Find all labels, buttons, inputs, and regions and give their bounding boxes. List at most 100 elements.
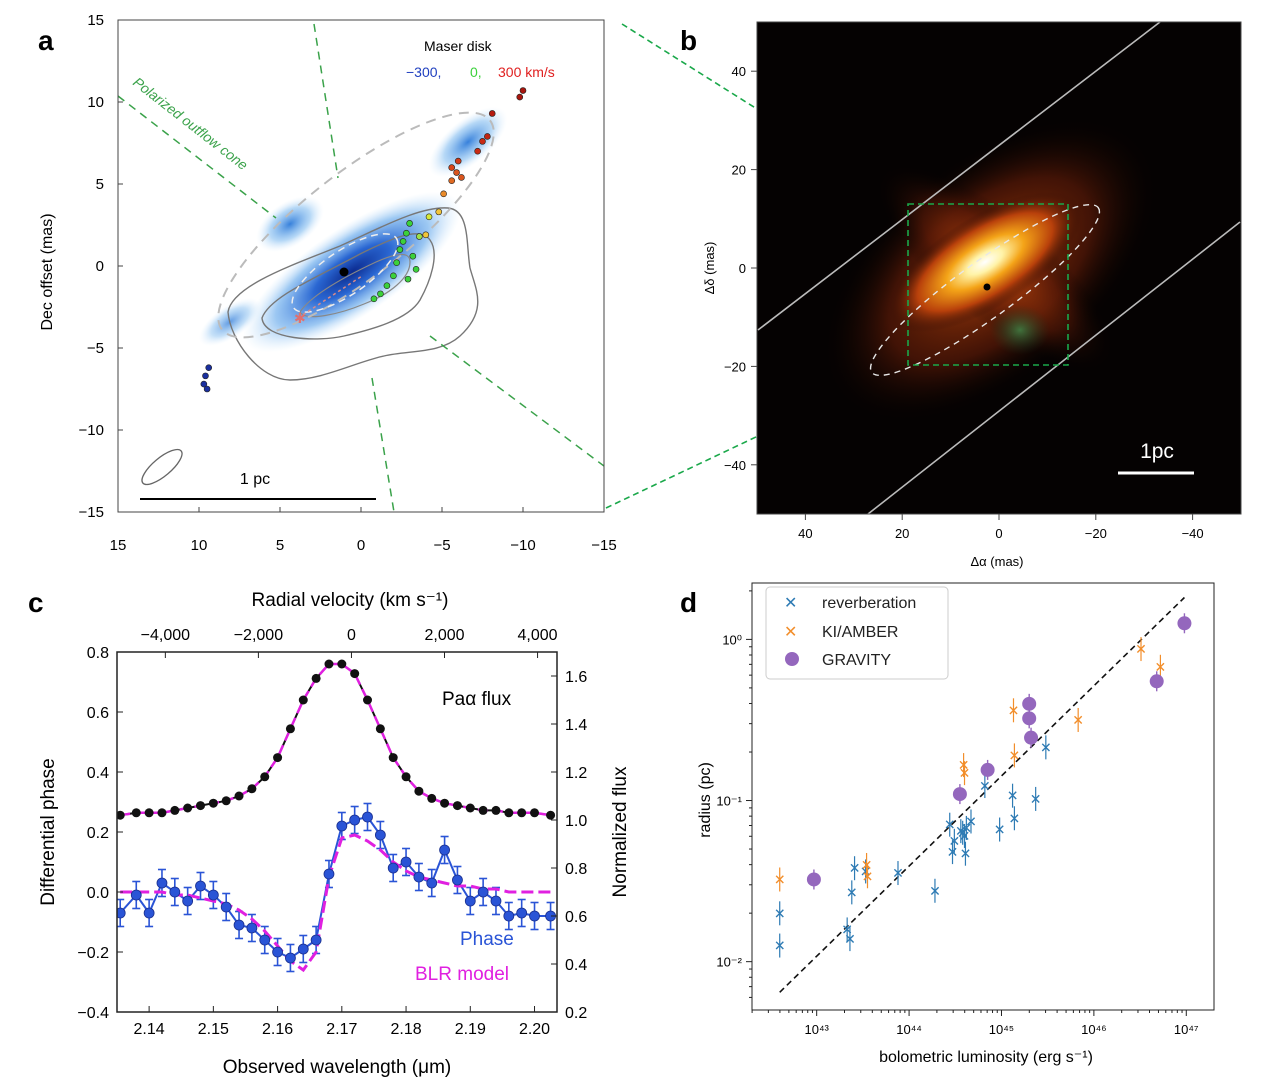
maser-emission-knot-ne <box>256 195 324 253</box>
maser-spots <box>200 87 527 393</box>
kiamber-point: ✕ <box>861 857 873 873</box>
flux-point <box>350 669 360 679</box>
maser-spot <box>416 233 423 240</box>
reverberation-point: ✕ <box>774 905 786 921</box>
gravity-point <box>1022 696 1037 711</box>
maser-spot <box>453 169 460 176</box>
y-tick-label-d: 10⁰ <box>722 632 742 647</box>
flux-point <box>144 808 154 818</box>
phase-point <box>285 952 296 964</box>
reverberation-point: ✕ <box>841 921 853 937</box>
kiamber-point: ✕ <box>1008 702 1020 718</box>
y-tick-label-left-c: −0.4 <box>77 1005 109 1022</box>
plot-d-series: ✕✕✕✕✕✕ ✕ ✕✕✕✕✕✕✕✕✕✕✕✕✕✕✕✕✕✕✕✕✕✕✕✕✕✕✕ <box>774 596 1192 993</box>
phase-point <box>182 895 194 907</box>
gravity-point <box>952 787 967 802</box>
maser-spot <box>458 174 465 181</box>
x-tick-label-d: 10⁴⁴ <box>896 1022 922 1037</box>
panel-label-c: c <box>28 587 44 618</box>
outflow-line-2 <box>867 221 1241 514</box>
flux-point <box>117 810 125 820</box>
flux-point <box>183 803 193 813</box>
y-tick-label-right-c: 0.8 <box>565 861 587 878</box>
legend-title-a: Maser disk <box>424 38 493 54</box>
xlabel-d: bolometric luminosity (erg s⁻¹) <box>879 1049 1093 1066</box>
emission-green <box>990 305 1050 355</box>
phase-point <box>117 907 126 919</box>
flux-point <box>517 808 527 818</box>
reverberation-point: ✕ <box>1009 810 1021 826</box>
x-tick-label-b: −20 <box>1085 526 1107 541</box>
reverberation-point: ✕ <box>965 813 977 829</box>
panel-a: ✱ 15 10 5 0 −5 −10 −15 15 10 5 0 −5 −10 −15 Dec offse… <box>39 12 617 554</box>
x-tick-label-c: 2.14 <box>134 1021 165 1038</box>
y-tick-label-left-c: −0.2 <box>77 945 109 962</box>
reverberation-point: ✕ <box>955 823 967 839</box>
inset-box <box>907 203 1069 366</box>
cone-line-1 <box>118 95 277 219</box>
top-tick-label-c: −2,000 <box>234 627 283 644</box>
legend-item-reverberation: reverberation <box>822 595 916 612</box>
flux-point <box>273 753 283 763</box>
y-tick-label-d: 10⁻² <box>716 955 742 970</box>
flux-point <box>478 805 488 815</box>
y-tick-label-b: −20 <box>724 359 746 374</box>
reverberation-point: ✕ <box>929 883 941 899</box>
label-model-c: BLR model <box>415 964 509 985</box>
axes-a: 15 10 5 0 −5 −10 −15 15 10 5 0 −5 −10 −15 <box>79 12 617 554</box>
ylabel-right-c: Normalized flux <box>610 766 631 897</box>
phase-point <box>336 820 348 832</box>
maser-spot <box>383 282 391 289</box>
y-tick-label-right-c: 0.4 <box>565 957 587 974</box>
reverberation-point: ✕ <box>994 822 1006 838</box>
reverberation-point: ✕ <box>959 828 971 844</box>
maser-spot <box>519 87 527 94</box>
phase-point <box>195 880 206 892</box>
maser-spot <box>454 157 462 165</box>
phase-point <box>310 934 322 946</box>
x-tick-label-c: 2.19 <box>455 1021 486 1038</box>
flux-point <box>208 798 218 808</box>
label-phase-c: Phase <box>460 929 514 950</box>
y-tick-label-a: 0 <box>96 258 104 275</box>
jet-line <box>297 275 363 319</box>
ylabel-a: Dec offset (mas) <box>39 213 56 330</box>
reverberation-point: ✕ <box>1030 791 1042 807</box>
y-tick-label-right-c: 0.6 <box>565 909 587 926</box>
maser-spot <box>377 290 384 298</box>
y-tick-label-a: 10 <box>87 94 104 111</box>
x-tick-label-a: −5 <box>433 537 450 554</box>
kiamber-point: ✕ <box>1072 712 1084 728</box>
x-tick-label-c: 2.20 <box>519 1021 550 1038</box>
ylabel-left-c: Differential phase <box>38 758 59 906</box>
legend-box-d <box>765 586 949 680</box>
phase-point <box>387 862 399 874</box>
cone-annotation: Polarized outflow cone <box>130 74 251 173</box>
center-dot <box>339 267 349 277</box>
disk-ellipse-inner <box>291 233 399 313</box>
scalebar-label-a: 1 pc <box>240 471 270 488</box>
y-tick-label-a: −10 <box>79 422 104 439</box>
legend-marker-reverberation: ✕ <box>784 595 797 612</box>
x-tick-label-a: −15 <box>591 537 616 554</box>
flux-line <box>120 663 551 817</box>
flux-point <box>196 801 206 811</box>
emission-core <box>888 191 1082 333</box>
phase-point <box>323 868 335 880</box>
maser-spot <box>370 295 378 303</box>
phase-point <box>233 919 245 931</box>
y-tick-label-left-c: 0.4 <box>87 765 109 782</box>
axes-d: 10⁴³ 10⁴⁴ 10⁴⁵ 10⁴⁶ 10⁴⁷ 10⁻² 10⁻¹ 10⁰ <box>716 590 1199 1037</box>
flux-point <box>234 791 244 801</box>
maser-spot <box>440 190 447 198</box>
maser-spot <box>479 138 486 145</box>
reverberation-point: ✕ <box>846 884 858 900</box>
reverberation-point: ✕ <box>948 833 960 849</box>
flux-point <box>247 784 257 794</box>
center-dot-b <box>983 283 991 291</box>
maser-spot <box>404 275 412 283</box>
x-tick-label-b: 20 <box>895 526 909 541</box>
gravity-point <box>806 872 821 887</box>
jet-marker: ✱ <box>294 310 306 326</box>
kiamber-point: ✕ <box>958 757 970 773</box>
